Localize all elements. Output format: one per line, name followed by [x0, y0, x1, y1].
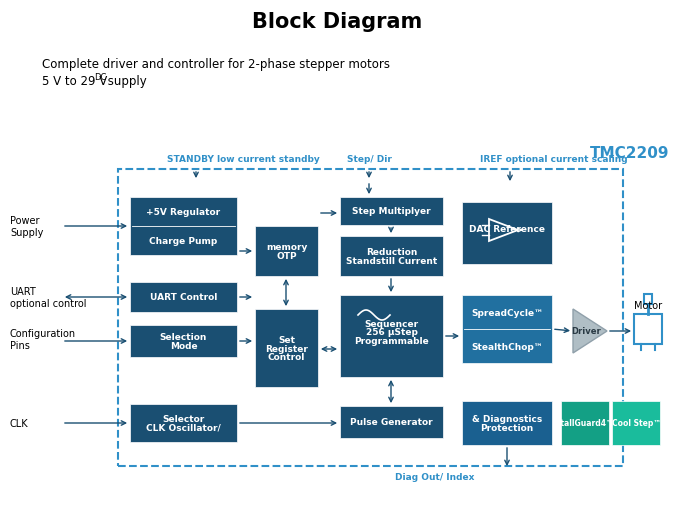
Text: CLK: CLK	[10, 418, 28, 428]
Text: SpreadCycle™: SpreadCycle™	[471, 308, 543, 317]
Text: IREF optional current scaling: IREF optional current scaling	[480, 155, 628, 164]
Text: Mode: Mode	[169, 341, 197, 350]
Text: Configuration
Pins: Configuration Pins	[10, 329, 76, 350]
Bar	[634, 315, 662, 344]
Text: Power
Supply: Power Supply	[10, 216, 43, 237]
Bar	[255, 227, 318, 276]
Bar	[340, 295, 443, 377]
Text: +5V Regulator: +5V Regulator	[146, 208, 221, 217]
Text: Selection: Selection	[160, 333, 207, 341]
Text: 256 μStep: 256 μStep	[366, 328, 417, 337]
Text: Charge Pump: Charge Pump	[149, 236, 217, 245]
Text: Set: Set	[278, 335, 295, 344]
Text: STANDBY low current standby: STANDBY low current standby	[167, 155, 320, 164]
Bar	[130, 325, 237, 358]
Text: Driver: Driver	[571, 327, 601, 336]
Text: Pulse Generator: Pulse Generator	[350, 418, 433, 427]
Text: Motor: Motor	[634, 300, 662, 311]
Text: Selector: Selector	[163, 415, 205, 423]
Text: 5 V to 29 V: 5 V to 29 V	[42, 75, 107, 88]
Text: OTP: OTP	[276, 251, 297, 260]
Bar	[130, 197, 237, 256]
Bar	[118, 170, 623, 466]
Text: memory: memory	[266, 243, 307, 252]
Text: Protection: Protection	[481, 423, 534, 432]
Text: UART Control: UART Control	[150, 293, 217, 302]
Polygon shape	[573, 310, 607, 354]
Bar	[462, 401, 552, 445]
Text: Standstill Current: Standstill Current	[346, 256, 437, 265]
Text: UART
optional control: UART optional control	[10, 287, 86, 308]
Bar	[130, 404, 237, 442]
Text: Diag Out/ Index: Diag Out/ Index	[396, 473, 475, 482]
Text: Block Diagram: Block Diagram	[252, 12, 422, 32]
Bar	[462, 203, 552, 265]
Bar	[644, 294, 652, 305]
Bar	[340, 236, 443, 276]
Text: Reduction: Reduction	[366, 248, 417, 257]
Text: Complete driver and controller for 2-phase stepper motors: Complete driver and controller for 2-pha…	[42, 58, 390, 71]
Text: DAC Reference: DAC Reference	[469, 225, 545, 234]
Text: Register: Register	[265, 344, 308, 353]
Bar	[462, 295, 552, 363]
Text: TMC2209: TMC2209	[590, 146, 670, 161]
Text: supply: supply	[104, 75, 146, 88]
Bar	[612, 401, 660, 445]
Text: DC: DC	[94, 73, 107, 82]
Text: Sequencer: Sequencer	[364, 319, 418, 328]
Bar	[561, 401, 609, 445]
Bar	[340, 197, 443, 226]
Text: StealthChop™: StealthChop™	[471, 342, 543, 351]
Text: Cool Step™: Cool Step™	[612, 419, 661, 428]
Text: Step Multiplyer: Step Multiplyer	[352, 207, 431, 216]
Text: CLK Oscillator/: CLK Oscillator/	[146, 423, 221, 432]
Bar	[340, 406, 443, 438]
Bar	[130, 282, 237, 313]
Text: StallGuard4™: StallGuard4™	[556, 419, 614, 428]
Text: Step/ Dir: Step/ Dir	[346, 155, 392, 164]
Text: Control: Control	[268, 352, 305, 361]
Text: & Diagnostics: & Diagnostics	[472, 415, 542, 423]
Bar	[255, 310, 318, 387]
Text: Programmable: Programmable	[354, 336, 429, 345]
